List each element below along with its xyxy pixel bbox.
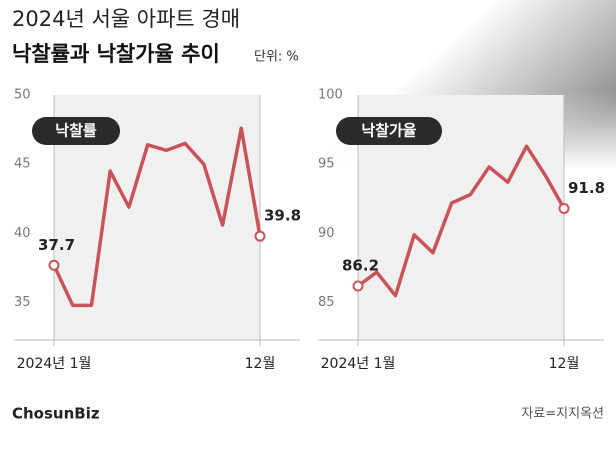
y-tick-label: 35: [14, 295, 31, 310]
y-tick-label: 45: [14, 157, 31, 172]
y-tick-label: 95: [318, 157, 335, 172]
series-title: 낙찰률: [55, 122, 97, 140]
end-point: [254, 230, 266, 242]
end-point: [48, 259, 60, 271]
y-tick-label: 85: [318, 295, 335, 310]
y-tick-label: 90: [318, 226, 335, 241]
logo: ChosunBiz: [12, 405, 100, 423]
title: 2024년 서울 아파트 경매: [12, 7, 240, 31]
y-tick-label: 50: [14, 88, 31, 103]
data-label: 86.2: [342, 257, 379, 275]
series-badge: [32, 117, 120, 145]
data-line: [52, 126, 262, 308]
subtitle: 낙찰률과 낙찰가율 추이: [12, 42, 220, 66]
series-badge: [336, 117, 442, 145]
data-label: 37.7: [38, 236, 75, 254]
series-title: 낙찰가율: [361, 122, 416, 140]
y-tick-label: 100: [318, 88, 343, 103]
source: 자료=지지옥션: [521, 407, 604, 422]
unit: 단위: %: [254, 50, 299, 65]
y-tick-label: 40: [14, 226, 31, 241]
x-tick-label: 12월: [245, 356, 276, 372]
x-tick-label: 2024년 1월: [17, 356, 92, 372]
data-line: [356, 144, 566, 298]
x-tick-label: 12월: [549, 356, 580, 372]
end-point: [352, 280, 364, 292]
data-label: 91.8: [568, 179, 605, 197]
end-point: [558, 203, 570, 215]
data-label: 39.8: [264, 207, 301, 225]
x-tick-label: 2024년 1월: [321, 356, 396, 372]
